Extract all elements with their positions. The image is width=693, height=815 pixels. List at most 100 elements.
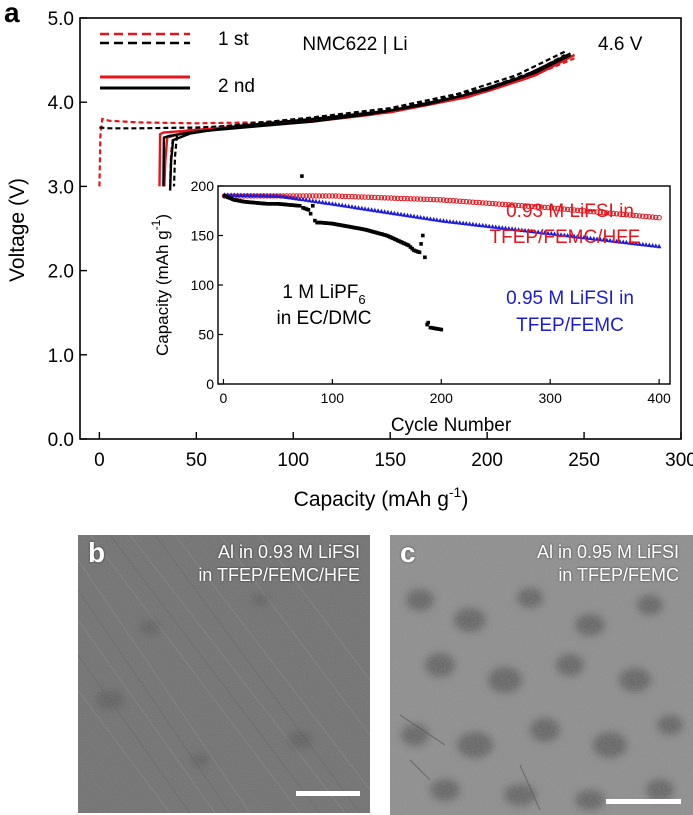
inset-point-femc (611, 238, 616, 243)
inset-point-hfe (587, 208, 594, 215)
inset-point-femc (428, 216, 433, 221)
inset-point-hfe (630, 212, 636, 219)
inset-point-hfe (332, 193, 339, 199)
micrograph-c-image (390, 535, 693, 815)
main-xtick-label-0: 0 (94, 450, 105, 471)
inset-point-femc (365, 206, 371, 212)
inset-point-femc (624, 239, 629, 245)
inset-point-lipf6 (311, 204, 315, 208)
inset-label-hfe-line1: 0.93 M LiFSI in (506, 201, 634, 222)
inset-point-hfe (473, 199, 479, 206)
inset-point-hfe (434, 197, 440, 203)
inset-xtick-label-3: 300 (539, 390, 563, 406)
inset-point-femc (650, 243, 655, 248)
inset-point-femc (542, 230, 548, 235)
main-xtick-label-6: 300 (665, 450, 693, 471)
inset-point-hfe (532, 204, 538, 210)
inset-point-femc (277, 193, 283, 198)
inset-xlabel: Cycle Number (391, 415, 512, 436)
micrograph-c: c Al in 0.95 M LiFSI in TFEP/FEMC (390, 535, 693, 815)
inset-point-femc (414, 214, 420, 219)
inset-point-femc (326, 200, 332, 206)
inset-label-hfe-line2: TFEP/FEMC/HFE (490, 227, 641, 248)
inset-label-lipf6-sub: 6 (358, 292, 365, 307)
inset-point-femc (254, 192, 260, 198)
main-xtick-label-5: 250 (568, 450, 600, 471)
inset-point-hfe (656, 215, 662, 221)
inset-point-hfe (411, 196, 417, 202)
inset-point-femc (313, 198, 319, 204)
inset-point-hfe (316, 193, 322, 199)
inset-point-femc (369, 207, 374, 212)
legend-2nd-label: 2 nd (218, 76, 255, 97)
inset-point-femc (316, 199, 322, 204)
inset-point-femc (617, 239, 623, 244)
inset-point-femc (555, 231, 561, 237)
inset-point-hfe (388, 195, 394, 201)
inset-point-hfe (623, 212, 630, 218)
inset-point-hfe (594, 209, 600, 215)
inset-point-femc (467, 221, 472, 226)
inset-point-femc (434, 217, 440, 222)
inset-point-hfe (398, 195, 404, 202)
inset-point-hfe (483, 200, 489, 206)
inset-point-hfe (437, 197, 443, 203)
inset-point-hfe (378, 195, 385, 201)
main-ytick-label-0: 0.0 (48, 430, 74, 451)
inset-point-hfe (447, 197, 453, 204)
inset-point-femc (405, 212, 410, 218)
inset-point-hfe (463, 199, 469, 205)
inset-point-femc (591, 236, 597, 241)
inset-point-hfe (342, 193, 349, 200)
inset-point-femc (294, 196, 299, 201)
inset-point-femc (522, 228, 528, 233)
inset-point-hfe (542, 204, 548, 211)
inset-point-hfe (427, 196, 434, 203)
inset-point-femc (460, 220, 466, 225)
inset-point-femc (637, 241, 642, 246)
inset-point-hfe (362, 194, 368, 200)
inset-ytick-label-2: 100 (191, 277, 215, 293)
inset-point-femc (594, 236, 600, 241)
inset-point-femc (496, 224, 502, 230)
inset-point-femc (604, 237, 610, 242)
inset-point-femc (571, 233, 577, 239)
main-series-group (98, 50, 575, 191)
inset-point-femc (323, 200, 329, 205)
inset-point-hfe (653, 214, 659, 221)
inset-point-hfe (633, 212, 639, 219)
inset-point-hfe (453, 198, 460, 204)
inset-point-hfe (548, 205, 554, 211)
inset-point-femc (264, 193, 270, 198)
inset-point-hfe (584, 208, 590, 214)
inset-series-group (221, 174, 662, 332)
inset-point-femc (359, 205, 365, 211)
inset-point-femc (401, 212, 407, 217)
main-ytick-label-3: 3.0 (48, 177, 74, 198)
inset-point-femc (620, 239, 626, 244)
inset-point-femc (330, 201, 335, 206)
inset-point-femc (493, 224, 499, 229)
inset-point-hfe (431, 196, 437, 203)
micrograph-b-image (77, 534, 371, 814)
inset-point-hfe (401, 195, 407, 202)
main-ytick-label-5: 5.0 (48, 9, 74, 30)
inset-point-hfe (509, 202, 515, 208)
inset-point-femc (408, 213, 414, 218)
inset-point-femc (519, 227, 525, 232)
inset-point-hfe (649, 214, 656, 220)
inset-ylabel: Capacity (mAh g-1) (149, 214, 172, 356)
inset-point-hfe (375, 194, 381, 201)
inset-point-hfe (310, 193, 316, 199)
inset-point-hfe (355, 194, 362, 200)
inset-point-hfe (551, 205, 558, 211)
inset-point-femc (320, 199, 325, 205)
inset-point-hfe (440, 197, 447, 203)
inset-point-hfe (470, 199, 476, 205)
main-ylabel: Voltage (V) (6, 178, 29, 282)
inset-point-femc (356, 205, 361, 210)
inset-point-femc (349, 204, 355, 209)
inset-point-hfe (339, 193, 345, 200)
main-ytick-label-1: 1.0 (48, 346, 74, 367)
inset-point-femc (535, 229, 541, 234)
